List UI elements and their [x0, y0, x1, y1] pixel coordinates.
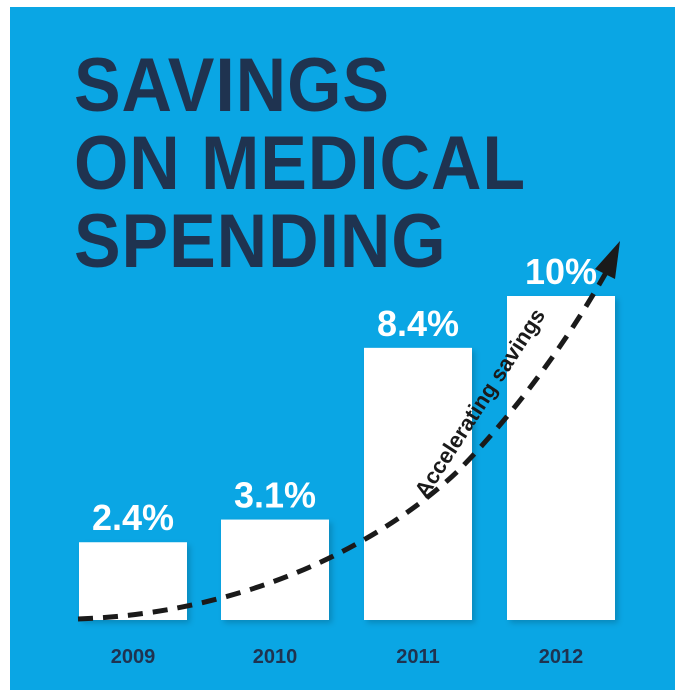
trend-line: [77, 267, 611, 622]
value-label-2009: 2.4%: [92, 497, 174, 538]
value-label-2011: 8.4%: [377, 303, 459, 344]
trend-arrowhead: [595, 241, 620, 279]
x-tick-label-2010: 2010: [253, 646, 298, 668]
bar-2009: [79, 542, 187, 620]
infographic-panel: SAVINGS ON MEDICAL SPENDING 2.4% 2009 3.1%…: [10, 7, 675, 690]
bar-chart: 2.4%20093.1%20108.4%201110%2012Accelerat…: [77, 241, 620, 668]
bar-2010: [221, 519, 329, 620]
x-tick-label-2011: 2011: [396, 646, 439, 668]
title-line-3: SPENDING: [74, 199, 447, 284]
title-line-1: SAVINGS: [74, 43, 390, 128]
x-tick-label-2009: 2009: [111, 646, 156, 668]
value-label-2012: 10%: [525, 251, 597, 292]
x-tick-label-2012: 2012: [539, 646, 584, 668]
bar-2011: [364, 347, 472, 620]
bar-2012: [507, 296, 615, 620]
title-line-2: ON MEDICAL: [74, 121, 527, 206]
chart-title: SAVINGS ON MEDICAL SPENDING: [74, 47, 526, 281]
value-label-2010: 3.1%: [234, 475, 316, 516]
